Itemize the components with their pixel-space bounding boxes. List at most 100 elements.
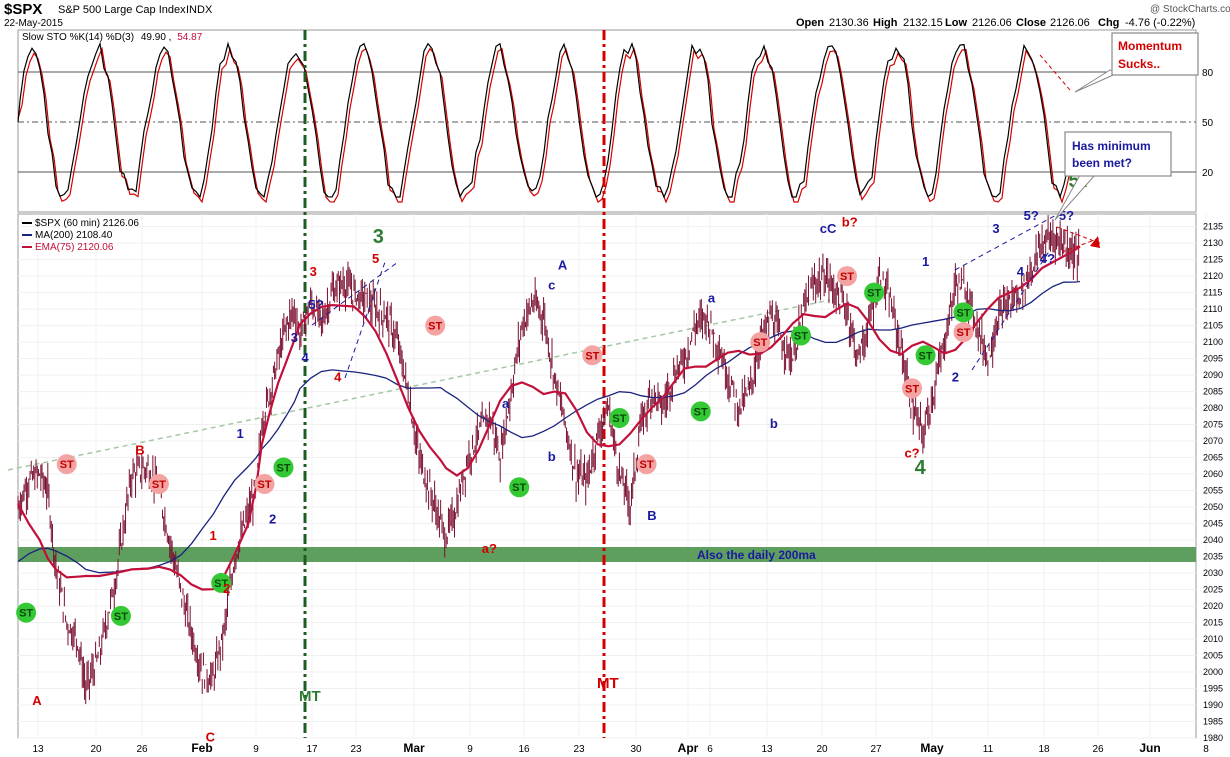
wave-label: 2 xyxy=(223,581,230,596)
open-label: Open xyxy=(796,17,824,29)
wave-label: a xyxy=(708,290,716,305)
watermark: @ StockCharts.com xyxy=(1150,4,1230,15)
wave-label: b? xyxy=(842,215,858,230)
zone-label: Also the daily 200ma xyxy=(697,548,816,562)
stoch-level-80: 80 xyxy=(1202,68,1214,79)
x-axis-label: 11 xyxy=(983,744,994,755)
callout-minimum-text: Has minimum been met? xyxy=(1072,139,1154,170)
st-label: ST xyxy=(905,383,919,395)
price-axis-label: 2095 xyxy=(1203,354,1223,364)
wave-label: 3 xyxy=(291,330,298,345)
low-label: Low xyxy=(945,17,967,29)
legend-label: MA(200) 2108.40 xyxy=(35,230,113,241)
price-axis-label: 2005 xyxy=(1203,651,1223,661)
price-axis-label: 2075 xyxy=(1203,420,1223,430)
wave-label: 2 xyxy=(952,370,959,385)
x-axis-label: Apr xyxy=(678,741,699,755)
wave-label: 1 xyxy=(209,528,216,543)
price-axis-label: 2130 xyxy=(1203,238,1223,248)
ma200-line xyxy=(17,280,1081,574)
wedge-line-4 xyxy=(971,249,1051,371)
x-axis-label: 26 xyxy=(136,744,148,755)
st-label: ST xyxy=(919,350,933,362)
stoch-legend: Slow STO %K(14) %D(3) 49.90 , 54.87 xyxy=(22,32,203,43)
price-axis-label: 2085 xyxy=(1203,387,1223,397)
price-axis-label: 2135 xyxy=(1203,222,1223,232)
price-axis-label: 1985 xyxy=(1203,717,1223,727)
st-label: ST xyxy=(956,307,970,319)
st-marker xyxy=(902,378,923,399)
st-label: ST xyxy=(214,578,228,590)
price-axis-label: 2030 xyxy=(1203,568,1223,578)
st-marker xyxy=(425,315,446,336)
mt-label-red: MT xyxy=(597,675,619,692)
chart-exchange: INDX xyxy=(186,4,213,16)
st-marker xyxy=(110,605,131,626)
st-marker xyxy=(750,332,771,353)
chart-name: S&P 500 Large Cap Index xyxy=(58,4,186,16)
price-axis-label: 2125 xyxy=(1203,255,1223,265)
wave-label: 5? xyxy=(308,297,323,312)
price-axis-label: 1995 xyxy=(1203,684,1223,694)
callout-minimum: Has minimum been met? xyxy=(1054,131,1172,221)
price-axis-label: 2015 xyxy=(1203,618,1223,628)
x-axis-label: 17 xyxy=(306,744,318,755)
st-marker xyxy=(609,407,630,428)
wave-label: A xyxy=(32,693,42,708)
price-axis-label: 2055 xyxy=(1203,486,1223,496)
wave-label: 1 xyxy=(922,254,929,269)
x-axis-label: Feb xyxy=(191,741,212,755)
x-axis-label: 6 xyxy=(707,744,713,755)
st-marker xyxy=(790,325,811,346)
quote-line: Open 2130.36 High 2132.15 Low 2126.06 Cl… xyxy=(796,17,1195,29)
price-axis-label: 2025 xyxy=(1203,585,1223,595)
callout-momentum-text: Momentum Sucks.. xyxy=(1118,39,1185,71)
wave-label: cC xyxy=(820,221,837,236)
x-axis-label: 20 xyxy=(816,744,828,755)
stoch-k-value: 49.90 xyxy=(141,32,166,43)
st-marker xyxy=(56,454,77,475)
st-marker xyxy=(16,602,37,623)
x-axis-label: 9 xyxy=(253,744,259,755)
x-axis-label: Mar xyxy=(403,741,425,755)
wave-label: b xyxy=(770,416,778,431)
x-axis-label: May xyxy=(920,741,944,755)
legend-label: EMA(75) 2120.06 xyxy=(35,242,114,253)
wave-label: b xyxy=(548,449,556,464)
x-axis-label: 30 xyxy=(630,744,642,755)
st-label: ST xyxy=(694,406,708,418)
wave-label: 1 xyxy=(237,426,244,441)
wave-label: c xyxy=(548,277,555,292)
wave-label: 5? xyxy=(1024,208,1039,223)
st-marker xyxy=(273,457,294,478)
st-label: ST xyxy=(639,459,653,471)
st-label: ST xyxy=(276,462,290,474)
chart-date: 22-May-2015 xyxy=(4,18,63,29)
st-marker xyxy=(211,572,232,593)
st-label: ST xyxy=(840,271,854,283)
st-marker xyxy=(837,266,858,287)
st-label: ST xyxy=(753,337,767,349)
wave-label: a xyxy=(502,396,510,411)
wave-label: A xyxy=(558,257,568,272)
st-marker xyxy=(509,477,530,498)
st-marker xyxy=(864,282,885,303)
open-value: 2130.36 xyxy=(829,17,869,29)
x-axis-label: 20 xyxy=(90,744,102,755)
price-axis-label: 2010 xyxy=(1203,634,1223,644)
wave-label: 3 xyxy=(992,221,999,236)
st-label: ST xyxy=(114,611,128,623)
arrow-up xyxy=(1090,236,1100,248)
st-label: ST xyxy=(585,350,599,362)
wave-label: 3 xyxy=(373,226,384,248)
price-axis-label: 2115 xyxy=(1203,288,1222,298)
long-trendline xyxy=(7,299,831,471)
stoch-level-50: 50 xyxy=(1202,118,1214,129)
high-label: High xyxy=(873,17,898,29)
x-axis-label: 13 xyxy=(32,744,44,755)
chg-label: Chg xyxy=(1098,17,1119,29)
price-axis-label: 2020 xyxy=(1203,601,1223,611)
wave-label: 5 xyxy=(372,251,379,266)
wave-label: B xyxy=(135,442,144,457)
